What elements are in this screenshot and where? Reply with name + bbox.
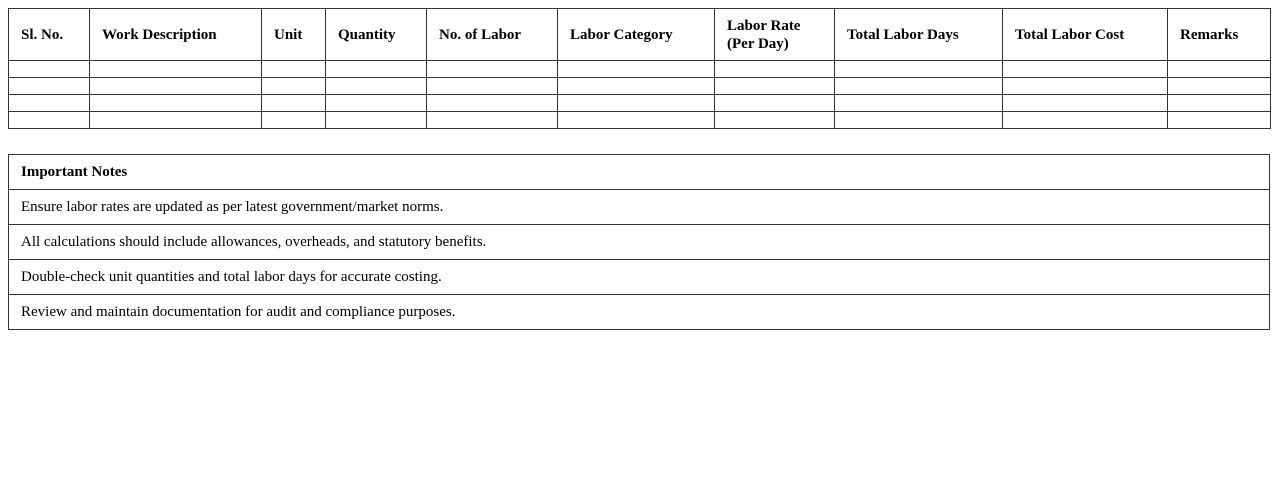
table-cell [557, 94, 715, 112]
table-cell [261, 94, 326, 112]
table-cell [557, 111, 715, 129]
table-cell [8, 60, 90, 78]
note-item: Review and maintain documentation for au… [8, 294, 1270, 330]
table-cell [426, 60, 558, 78]
table-cell [834, 60, 1003, 78]
table-cell [1167, 111, 1271, 129]
table-cell [261, 60, 326, 78]
header-no-of-labor: No. of Labor [426, 8, 558, 61]
header-remarks: Remarks [1167, 8, 1271, 61]
table-cell [714, 111, 835, 129]
table-cell [8, 94, 90, 112]
table-cell [834, 94, 1003, 112]
table-cell [426, 77, 558, 95]
table-cell [325, 77, 427, 95]
note-item: All calculations should include allowanc… [8, 224, 1270, 260]
table-cell [89, 77, 262, 95]
table-cell [714, 77, 835, 95]
table-cell [89, 60, 262, 78]
table-row [8, 60, 1271, 78]
notes-title: Important Notes [8, 154, 1270, 190]
table-cell [89, 94, 262, 112]
table-cell [714, 60, 835, 78]
table-cell [261, 111, 326, 129]
table-cell [325, 94, 427, 112]
header-unit: Unit [261, 8, 326, 61]
table-cell [834, 77, 1003, 95]
header-quantity: Quantity [325, 8, 427, 61]
table-cell [557, 60, 715, 78]
header-labor-rate: Labor Rate (Per Day) [714, 8, 835, 61]
table-cell [1002, 77, 1168, 95]
table-cell [426, 111, 558, 129]
note-item: Double-check unit quantities and total l… [8, 259, 1270, 295]
header-labor-category: Labor Category [557, 8, 715, 61]
table-cell [8, 77, 90, 95]
table-cell [1167, 94, 1271, 112]
header-work-description: Work Description [89, 8, 262, 61]
table-cell [557, 77, 715, 95]
table-cell [325, 111, 427, 129]
table-cell [89, 111, 262, 129]
table-row [8, 94, 1271, 112]
table-cell [1002, 94, 1168, 112]
table-cell [325, 60, 427, 78]
table-cell [834, 111, 1003, 129]
header-total-labor-cost: Total Labor Cost [1002, 8, 1168, 61]
header-sl-no: Sl. No. [8, 8, 90, 61]
table-cell [1167, 77, 1271, 95]
header-total-labor-days: Total Labor Days [834, 8, 1003, 61]
important-notes-table: Important Notes Ensure labor rates are u… [8, 154, 1270, 330]
table-cell [1002, 60, 1168, 78]
table-cell [261, 77, 326, 95]
table-cell [1167, 60, 1271, 78]
table-cell [714, 94, 835, 112]
labor-cost-table: Sl. No. Work Description Unit Quantity N… [8, 8, 1271, 129]
table-cell [8, 111, 90, 129]
table-row [8, 111, 1271, 129]
table-cell [426, 94, 558, 112]
note-item: Ensure labor rates are updated as per la… [8, 189, 1270, 225]
table-row [8, 77, 1271, 95]
table-header-row: Sl. No. Work Description Unit Quantity N… [8, 8, 1271, 61]
table-cell [1002, 111, 1168, 129]
